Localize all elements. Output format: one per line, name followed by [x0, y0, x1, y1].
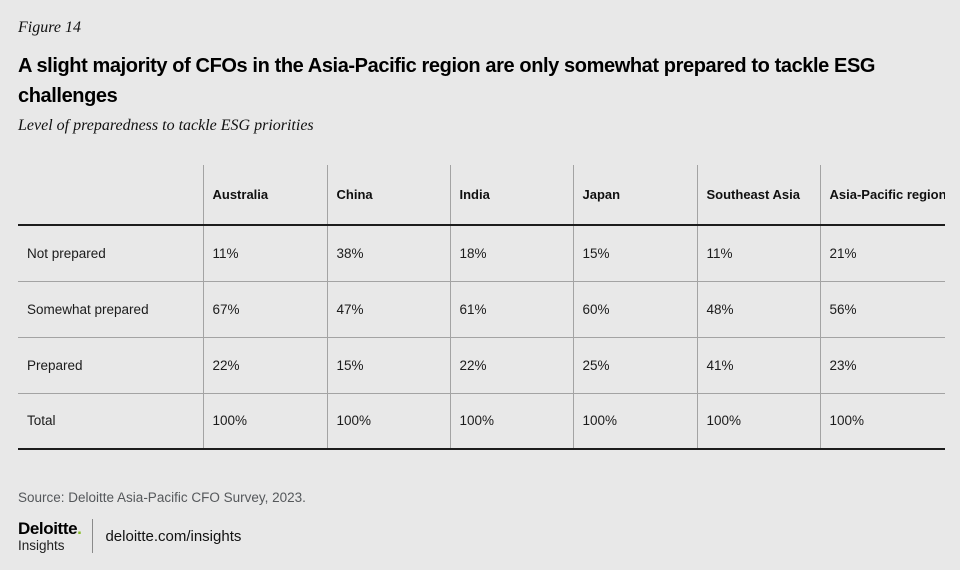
column-header-southeast-asia: Southeast Asia: [696, 165, 820, 225]
table-cell: 47%: [326, 281, 450, 337]
table-cell: 61%: [449, 281, 573, 337]
deloitte-insights-logo: Deloitte. Insights: [18, 518, 82, 553]
table-cell: 18%: [449, 225, 573, 281]
logo-green-dot: .: [77, 518, 82, 538]
column-header-empty: [18, 165, 203, 225]
figure-number-label: Figure 14: [18, 19, 81, 36]
table-cell: 22%: [449, 337, 573, 393]
table-row-prepared: Prepared 22% 15% 22% 25% 41% 23%: [18, 337, 945, 393]
table-cell: 100%: [449, 393, 573, 449]
table-cell: 60%: [572, 281, 697, 337]
table-cell: 15%: [572, 225, 697, 281]
table-cell: 38%: [326, 225, 450, 281]
table-header-row: Australia China India Japan Southeast As…: [18, 165, 945, 225]
source-note: Source: Deloitte Asia-Pacific CFO Survey…: [18, 490, 306, 505]
preparedness-table: Australia China India Japan Southeast As…: [18, 165, 945, 450]
row-label: Somewhat prepared: [27, 301, 149, 317]
table-row-not-prepared: Not prepared 11% 38% 18% 15% 11% 21%: [18, 225, 945, 281]
row-label: Total: [27, 413, 56, 429]
table-cell: 100%: [326, 393, 450, 449]
column-header-asia-pacific-region: Asia-Pacific region: [819, 165, 945, 225]
table-row-total: Total 100% 100% 100% 100% 100% 100%: [18, 393, 945, 449]
column-header-china: China: [326, 165, 450, 225]
table-cell: 100%: [572, 393, 697, 449]
column-header-japan: Japan: [572, 165, 697, 225]
table-cell: 21%: [819, 225, 945, 281]
table-cell: 100%: [202, 393, 327, 449]
table-cell: 11%: [202, 225, 327, 281]
table-cell: 22%: [202, 337, 327, 393]
figure-title: A slight majority of CFOs in the Asia-Pa…: [18, 55, 876, 107]
table-cell: 11%: [696, 225, 820, 281]
table-row-somewhat-prepared: Somewhat prepared 67% 47% 61% 60% 48% 56…: [18, 281, 945, 337]
table-cell: 15%: [326, 337, 450, 393]
table-cell: 67%: [202, 281, 327, 337]
table-cell: 41%: [696, 337, 820, 393]
column-header-india: India: [449, 165, 573, 225]
table-cell: 100%: [696, 393, 820, 449]
table-cell: 23%: [819, 337, 945, 393]
row-label: Prepared: [27, 357, 83, 373]
deloitte-insights-url: deloitte.com/insights: [105, 527, 242, 545]
logo-wordmark: Deloitte.: [18, 518, 82, 538]
figure-subtitle: Level of preparedness to tackle ESG prio…: [18, 117, 314, 134]
table-cell: 56%: [819, 281, 945, 337]
table-cell: 25%: [572, 337, 697, 393]
row-label: Not prepared: [27, 245, 106, 261]
logo-insights-text: Insights: [18, 537, 65, 553]
table-cell: 48%: [696, 281, 820, 337]
table-cell: 100%: [819, 393, 945, 449]
column-header-australia: Australia: [202, 165, 327, 225]
deloitte-insights-branding: Deloitte. Insights deloitte.com/insights: [18, 519, 241, 553]
logo-divider: [92, 519, 94, 553]
